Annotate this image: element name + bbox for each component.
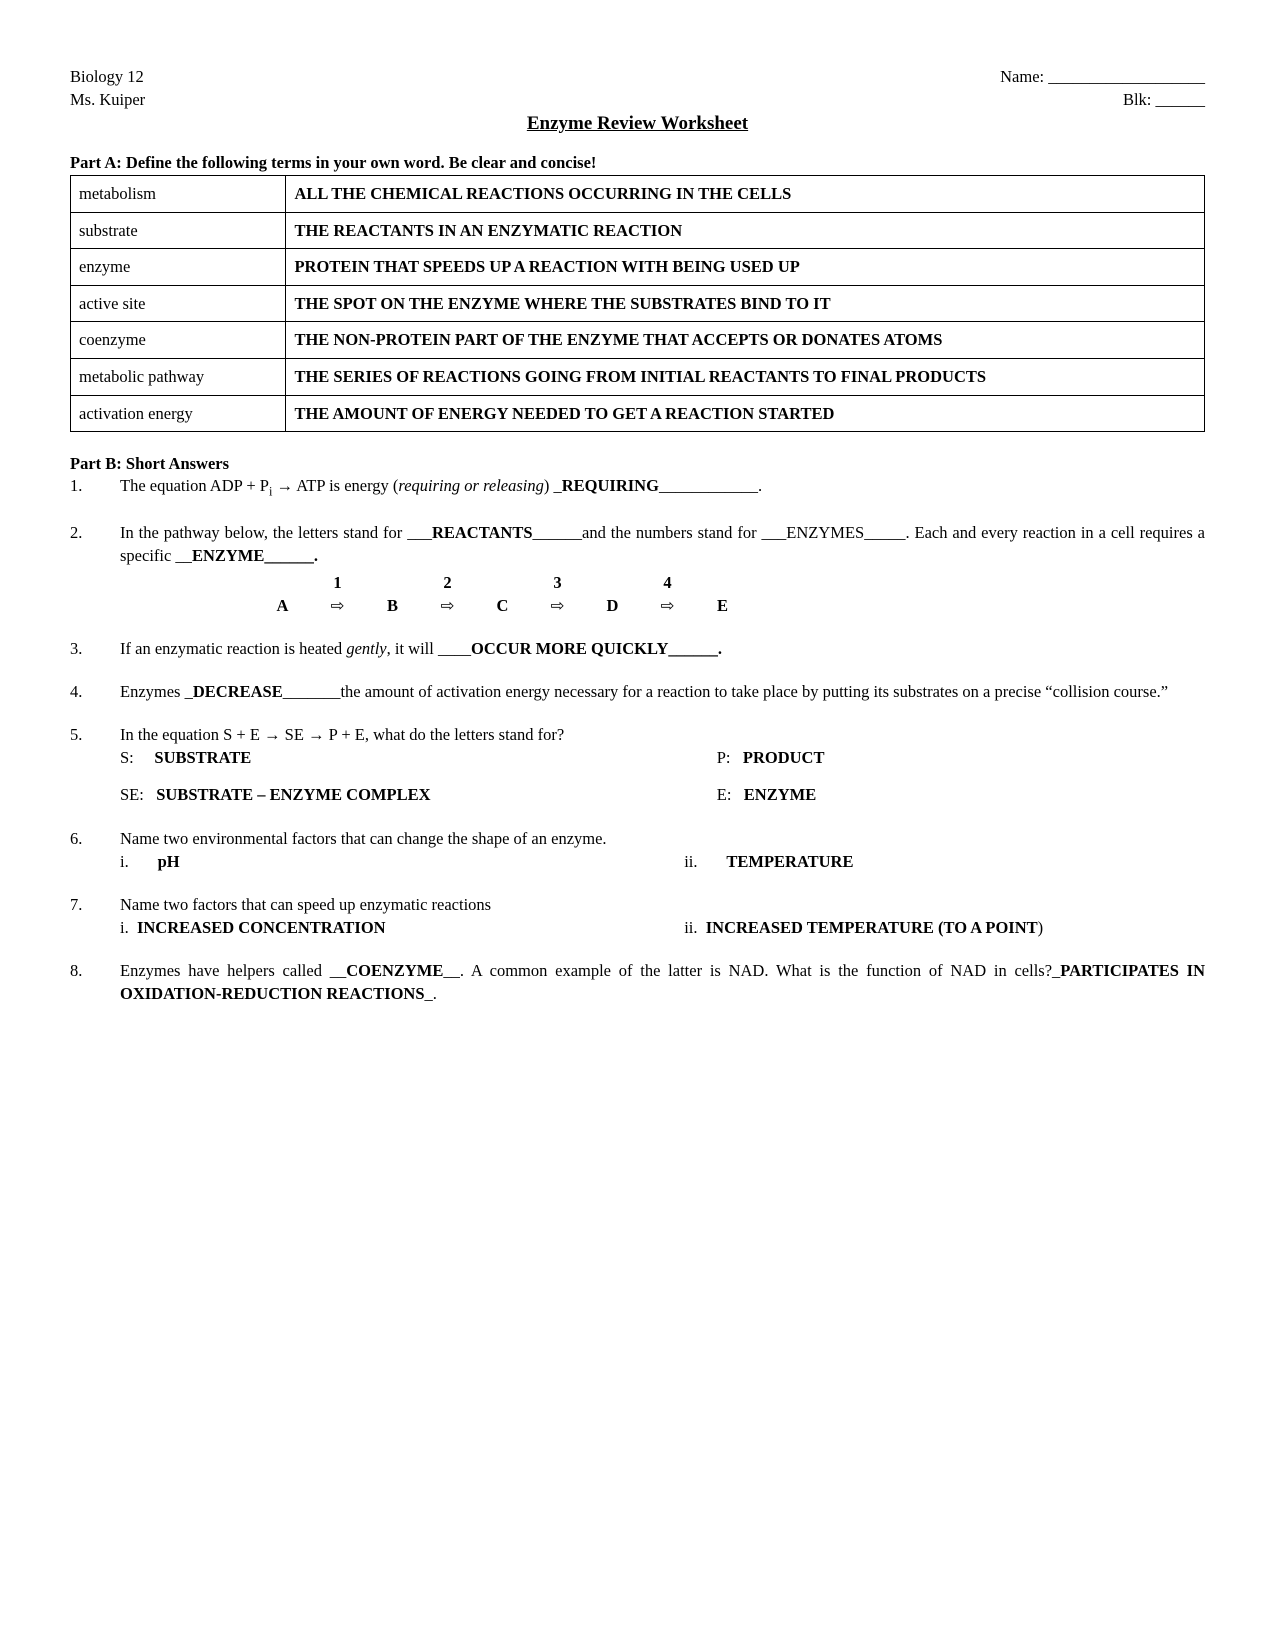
definition-cell: PROTEIN THAT SPEEDS UP A REACTION WITH B…: [286, 249, 1205, 286]
definition-cell: THE SERIES OF REACTIONS GOING FROM INITI…: [286, 359, 1205, 396]
question-5: 5. In the equation S + E → SE → P + E, w…: [70, 723, 1205, 806]
pathway-letter: C: [475, 594, 530, 617]
q7-ii-answer: INCREASED TEMPERATURE (TO A POINT: [706, 918, 1038, 937]
question-7: 7. Name two factors that can speed up en…: [70, 893, 1205, 939]
pathway-letter: D: [585, 594, 640, 617]
q8-answer-1: COENZYME: [346, 961, 443, 980]
term-cell: metabolism: [71, 176, 286, 213]
pathway-letter: E: [695, 594, 750, 617]
q5-p-answer: PRODUCT: [743, 748, 825, 767]
term-cell: coenzyme: [71, 322, 286, 359]
teacher-label: Ms. Kuiper: [70, 88, 145, 111]
q3-answer: OCCUR MORE QUICKLY: [471, 639, 668, 658]
table-row: metabolic pathwayTHE SERIES OF REACTIONS…: [71, 359, 1205, 396]
definition-cell: THE SPOT ON THE ENZYME WHERE THE SUBSTRA…: [286, 285, 1205, 322]
pathway-number: 1: [310, 571, 365, 594]
question-1: 1. The equation ADP + Pi → ATP is energy…: [70, 474, 1205, 501]
table-row: coenzymeTHE NON-PROTEIN PART OF THE ENZY…: [71, 322, 1205, 359]
q6-ii-answer: TEMPERATURE: [726, 852, 853, 871]
arrow-icon: ⇨: [310, 594, 365, 617]
question-6: 6. Name two environmental factors that c…: [70, 827, 1205, 873]
term-cell: substrate: [71, 212, 286, 249]
table-row: active siteTHE SPOT ON THE ENZYME WHERE …: [71, 285, 1205, 322]
pathway-number: 3: [530, 571, 585, 594]
part-a-heading: Part A: Define the following terms in yo…: [70, 153, 1205, 173]
question-3: 3. If an enzymatic reaction is heated ge…: [70, 637, 1205, 660]
blk-field: Blk: ______: [1123, 88, 1205, 111]
definitions-table: metabolismALL THE CHEMICAL REACTIONS OCC…: [70, 175, 1205, 432]
q5-s-answer: SUBSTRATE: [154, 748, 251, 767]
q7-i-answer: INCREASED CONCENTRATION: [137, 918, 386, 937]
definition-cell: THE NON-PROTEIN PART OF THE ENZYME THAT …: [286, 322, 1205, 359]
term-cell: enzyme: [71, 249, 286, 286]
pathway-diagram: 1234 A⇨B⇨C⇨D⇨E: [120, 571, 1205, 617]
arrow-icon: ⇨: [530, 594, 585, 617]
table-row: substrateTHE REACTANTS IN AN ENZYMATIC R…: [71, 212, 1205, 249]
pathway-letter: B: [365, 594, 420, 617]
name-field: Name: ___________________: [1000, 65, 1205, 88]
arrow-icon: ⇨: [420, 594, 475, 617]
definition-cell: THE REACTANTS IN AN ENZYMATIC REACTION: [286, 212, 1205, 249]
q2-answer-2: ENZYME: [192, 546, 264, 565]
q1-answer: REQUIRING: [562, 476, 659, 495]
q5-se-answer: SUBSTRATE – ENZYME COMPLEX: [156, 785, 430, 804]
question-4: 4. Enzymes _DECREASE_______the amount of…: [70, 680, 1205, 703]
q6-i-answer: pH: [158, 852, 180, 871]
term-cell: active site: [71, 285, 286, 322]
table-row: enzymePROTEIN THAT SPEEDS UP A REACTION …: [71, 249, 1205, 286]
pathway-number: 4: [640, 571, 695, 594]
arrow-icon: ⇨: [640, 594, 695, 617]
q1-text: The equation ADP + P: [120, 476, 269, 495]
definition-cell: THE AMOUNT OF ENERGY NEEDED TO GET A REA…: [286, 395, 1205, 432]
pathway-number: 2: [420, 571, 475, 594]
worksheet-page: Biology 12 Name: ___________________ Ms.…: [0, 0, 1275, 1095]
table-row: activation energyTHE AMOUNT OF ENERGY NE…: [71, 395, 1205, 432]
page-title: Enzyme Review Worksheet: [70, 113, 1205, 135]
course-label: Biology 12: [70, 65, 144, 88]
definition-cell: ALL THE CHEMICAL REACTIONS OCCURRING IN …: [286, 176, 1205, 213]
pathway-letter: A: [255, 594, 310, 617]
q2-answer-1: REACTANTS: [432, 523, 533, 542]
q4-answer: DECREASE: [193, 682, 283, 701]
part-b-heading: Part B: Short Answers: [70, 454, 1205, 474]
q5-e-answer: ENZYME: [744, 785, 816, 804]
term-cell: metabolic pathway: [71, 359, 286, 396]
question-2: 2. In the pathway below, the letters sta…: [70, 521, 1205, 617]
question-8: 8. Enzymes have helpers called __COENZYM…: [70, 959, 1205, 1005]
term-cell: activation energy: [71, 395, 286, 432]
table-row: metabolismALL THE CHEMICAL REACTIONS OCC…: [71, 176, 1205, 213]
